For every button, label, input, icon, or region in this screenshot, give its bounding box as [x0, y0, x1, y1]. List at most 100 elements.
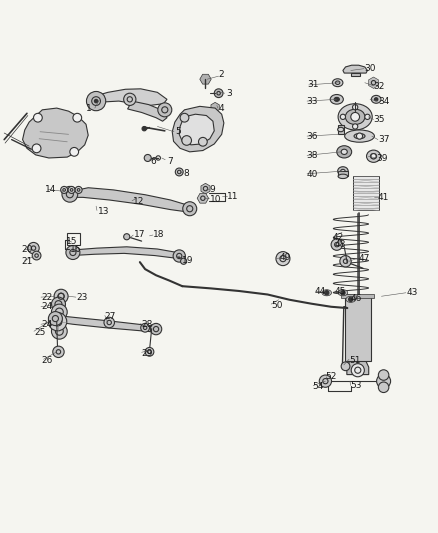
- Text: 28: 28: [141, 320, 152, 329]
- Text: 6: 6: [150, 157, 156, 166]
- Text: 1: 1: [86, 103, 92, 112]
- Circle shape: [62, 187, 78, 202]
- Ellipse shape: [337, 127, 343, 132]
- Ellipse shape: [340, 169, 344, 173]
- Ellipse shape: [329, 94, 343, 104]
- Polygon shape: [71, 247, 182, 259]
- Text: 53: 53: [349, 381, 360, 390]
- Circle shape: [32, 144, 41, 153]
- Text: 33: 33: [305, 96, 317, 106]
- Circle shape: [378, 370, 388, 380]
- Text: 39: 39: [375, 155, 387, 163]
- Circle shape: [32, 251, 41, 260]
- Ellipse shape: [370, 154, 376, 159]
- Circle shape: [51, 304, 67, 320]
- Circle shape: [180, 114, 188, 122]
- Text: 43: 43: [406, 288, 417, 297]
- Circle shape: [340, 290, 344, 295]
- Text: 18: 18: [152, 230, 164, 239]
- Circle shape: [352, 104, 357, 110]
- Text: 16: 16: [70, 245, 81, 254]
- Text: 41: 41: [377, 193, 389, 202]
- Ellipse shape: [340, 149, 346, 155]
- Text: 54: 54: [311, 382, 323, 391]
- Circle shape: [51, 324, 67, 339]
- Polygon shape: [211, 102, 219, 112]
- Ellipse shape: [345, 109, 364, 125]
- Polygon shape: [197, 193, 208, 203]
- Circle shape: [33, 114, 42, 122]
- Bar: [337, 125, 343, 134]
- Circle shape: [182, 201, 196, 216]
- Ellipse shape: [371, 95, 380, 103]
- Polygon shape: [54, 316, 157, 332]
- Circle shape: [364, 114, 369, 119]
- Bar: [67, 233, 80, 246]
- Circle shape: [104, 317, 114, 328]
- Text: 5: 5: [175, 127, 181, 136]
- Text: 44: 44: [314, 287, 325, 295]
- Text: 13: 13: [98, 207, 109, 216]
- Ellipse shape: [337, 290, 347, 296]
- Text: 29: 29: [141, 349, 152, 358]
- Circle shape: [352, 124, 357, 129]
- Polygon shape: [199, 74, 211, 84]
- Circle shape: [73, 114, 81, 122]
- Circle shape: [124, 93, 136, 106]
- Circle shape: [75, 187, 82, 193]
- Circle shape: [181, 136, 191, 146]
- Circle shape: [51, 297, 65, 311]
- Ellipse shape: [321, 290, 331, 296]
- Ellipse shape: [353, 133, 364, 139]
- Bar: [350, 72, 359, 76]
- Circle shape: [54, 289, 68, 303]
- Text: 4: 4: [218, 103, 224, 112]
- Text: 48: 48: [333, 240, 345, 249]
- Circle shape: [173, 250, 185, 262]
- Polygon shape: [201, 183, 209, 194]
- Polygon shape: [68, 188, 189, 212]
- Circle shape: [350, 364, 364, 377]
- Text: 30: 30: [363, 64, 374, 73]
- Polygon shape: [127, 101, 166, 121]
- Bar: [344, 296, 370, 361]
- Bar: [340, 294, 374, 298]
- Circle shape: [53, 346, 64, 358]
- Text: 15: 15: [65, 237, 77, 246]
- Text: 50: 50: [271, 301, 282, 310]
- Circle shape: [49, 313, 66, 330]
- Circle shape: [144, 155, 151, 161]
- Circle shape: [60, 187, 67, 193]
- Text: 11: 11: [227, 192, 238, 201]
- Text: 12: 12: [133, 197, 144, 206]
- Ellipse shape: [337, 167, 347, 175]
- Ellipse shape: [337, 104, 371, 130]
- Bar: [352, 176, 378, 211]
- Circle shape: [214, 89, 223, 98]
- Text: 37: 37: [377, 135, 389, 144]
- Circle shape: [339, 114, 345, 119]
- Text: 45: 45: [334, 287, 346, 295]
- Circle shape: [157, 103, 171, 117]
- Circle shape: [53, 317, 62, 326]
- Text: 10: 10: [209, 195, 221, 204]
- Text: 21: 21: [21, 257, 33, 266]
- Circle shape: [370, 154, 375, 159]
- Text: 26: 26: [41, 356, 52, 365]
- Text: 23: 23: [76, 293, 87, 302]
- Text: 19: 19: [182, 256, 193, 265]
- Circle shape: [150, 324, 161, 335]
- Text: 17: 17: [134, 230, 145, 239]
- Circle shape: [198, 138, 207, 146]
- Circle shape: [330, 239, 342, 251]
- Text: 24: 24: [41, 302, 52, 311]
- Circle shape: [318, 375, 331, 387]
- Circle shape: [175, 168, 183, 176]
- Ellipse shape: [336, 146, 351, 158]
- Text: 20: 20: [21, 245, 33, 254]
- Circle shape: [276, 252, 289, 265]
- Circle shape: [94, 99, 98, 103]
- Text: 38: 38: [305, 151, 317, 160]
- Polygon shape: [346, 361, 368, 375]
- Circle shape: [350, 112, 359, 121]
